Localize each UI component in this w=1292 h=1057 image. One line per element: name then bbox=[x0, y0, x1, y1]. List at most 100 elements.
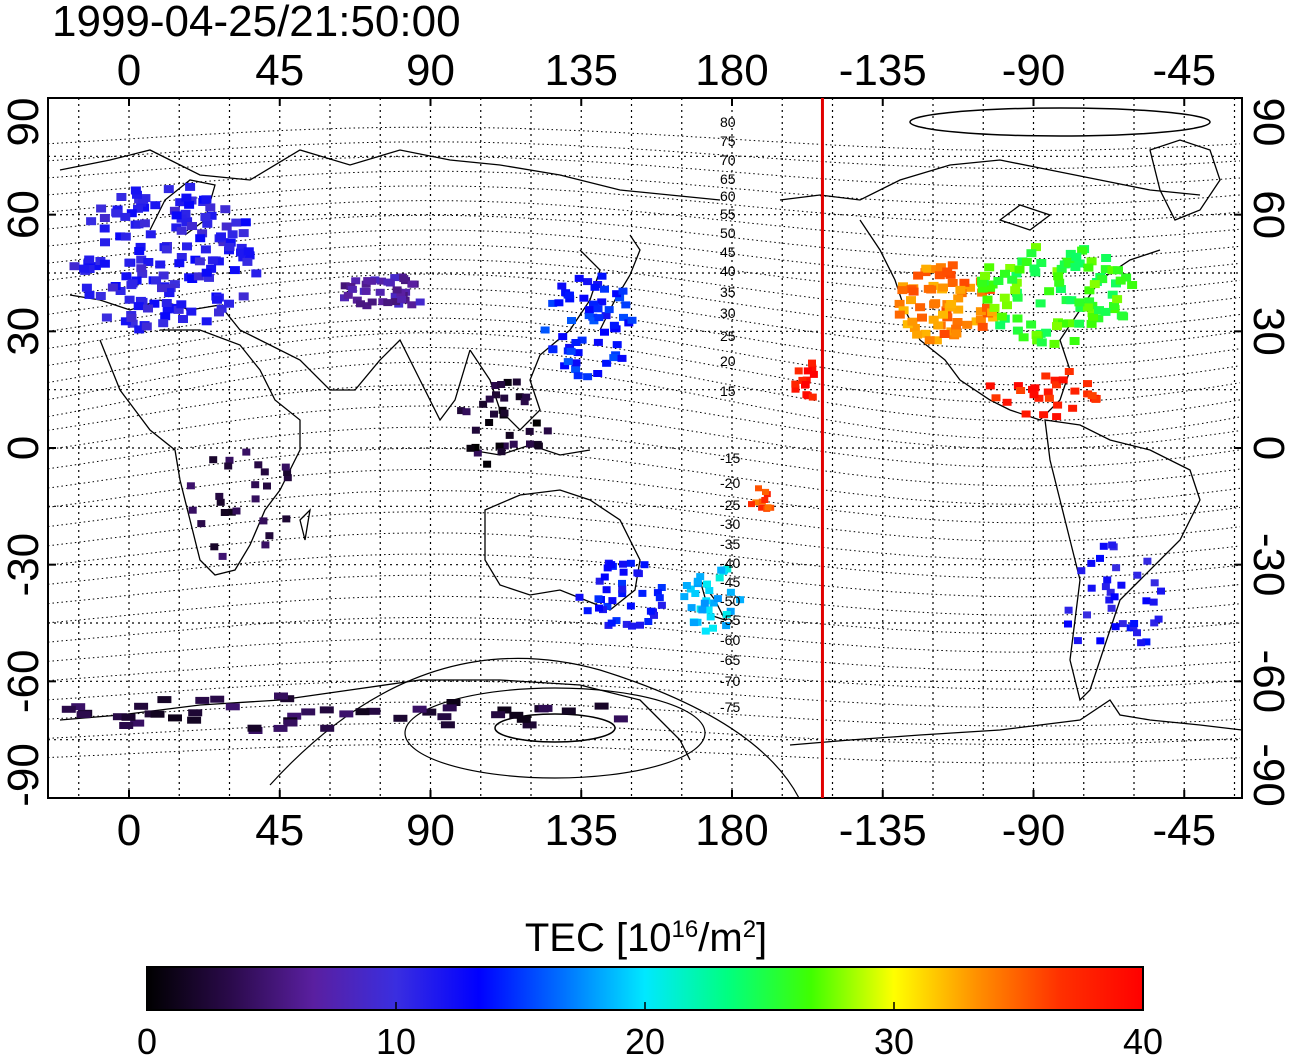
tec-patch-new-zealand bbox=[736, 596, 745, 604]
tec-patch-antarctica bbox=[301, 708, 316, 716]
tec-patch-europe bbox=[101, 313, 112, 322]
mlat-contour bbox=[48, 126, 1241, 151]
lon-label-bottom: 45 bbox=[255, 806, 304, 855]
tec-patch-australia-se bbox=[640, 561, 649, 569]
tec-patch-southeast-asia bbox=[520, 398, 529, 406]
tec-patch-north-america-east bbox=[1026, 320, 1037, 329]
tec-patch-north-america-west bbox=[898, 306, 909, 315]
tec-patch-east-asia-japan bbox=[554, 299, 564, 307]
tec-patch-north-america-east bbox=[1056, 264, 1067, 273]
tec-patch-central-asia bbox=[361, 280, 371, 288]
tec-patch-north-america-west bbox=[938, 283, 948, 292]
mlat-contour bbox=[48, 244, 1241, 296]
tec-patch-north-america-west bbox=[959, 278, 970, 287]
tec-patch-southeast-asia bbox=[471, 443, 480, 451]
coastline bbox=[484, 489, 641, 611]
tec-patch-europe bbox=[224, 242, 235, 251]
tec-patch-europe bbox=[120, 317, 131, 326]
tec-patch-europe bbox=[244, 251, 255, 260]
lon-label-bottom: 135 bbox=[545, 806, 618, 855]
tec-patch-africa bbox=[254, 461, 263, 469]
tec-patch-north-america-east bbox=[1049, 339, 1060, 348]
tec-patch-north-america-east bbox=[989, 303, 1000, 312]
tec-patch-caribbean bbox=[1029, 391, 1039, 399]
tec-patch-caribbean bbox=[1044, 394, 1054, 402]
tec-patch-north-america-east bbox=[1112, 295, 1123, 304]
tec-patch-europe bbox=[107, 283, 118, 292]
tec-patch-north-america-east bbox=[1031, 243, 1041, 252]
tec-patch-south-america-east bbox=[1064, 606, 1073, 614]
lat-label-right: 60 bbox=[1244, 190, 1292, 239]
tec-patch-caribbean bbox=[985, 382, 995, 390]
tec-patch-new-zealand bbox=[706, 613, 715, 621]
tec-patch-europe bbox=[205, 203, 216, 212]
lon-label-bottom: -90 bbox=[1002, 806, 1066, 855]
tec-patch-south-america-east bbox=[1106, 588, 1115, 596]
tec-patch-north-america-west bbox=[930, 299, 941, 308]
tec-patch-australia-se bbox=[583, 607, 592, 615]
tec-patch-europe bbox=[180, 209, 191, 218]
colorbar-tick-label: 0 bbox=[137, 1021, 157, 1057]
tec-patch-europe bbox=[96, 204, 107, 213]
tec-patch-north-america-east bbox=[1021, 258, 1032, 266]
tec-patch-southeast-asia bbox=[492, 391, 500, 399]
tec-patch-africa bbox=[282, 515, 291, 523]
lat-label-left: -30 bbox=[0, 533, 48, 597]
tec-patch-europe bbox=[127, 319, 138, 328]
tec-patch-southeast-asia bbox=[543, 427, 552, 435]
tec-patch-east-asia-japan bbox=[597, 272, 607, 280]
tec-patch-east-asia-japan bbox=[615, 294, 625, 302]
tec-patch-europe bbox=[251, 269, 262, 278]
tec-patch-north-america-west bbox=[977, 322, 988, 331]
tec-patch-east-asia-japan bbox=[600, 285, 609, 293]
tec-patch-north-america-east bbox=[1014, 265, 1025, 274]
tec-patch-east-asia-japan bbox=[557, 282, 567, 290]
tec-patch-south-america-east bbox=[1110, 593, 1119, 601]
tec-patch-africa bbox=[215, 492, 224, 500]
tec-patch-north-america-west bbox=[935, 263, 946, 272]
mlat-label: 55 bbox=[720, 206, 736, 222]
tec-patch-east-asia-japan bbox=[563, 358, 573, 366]
tec-patch-southeast-asia bbox=[490, 410, 498, 418]
tec-patch-new-zealand bbox=[722, 611, 731, 618]
tec-patch-europe bbox=[120, 232, 131, 241]
tec-patch-north-america-west bbox=[933, 321, 944, 330]
tec-patch-new-zealand bbox=[691, 590, 700, 597]
tec-patch-caribbean bbox=[1052, 413, 1062, 421]
tec-patch-europe bbox=[195, 234, 206, 243]
tec-patch-australia-se bbox=[628, 622, 636, 630]
tec-patch-north-america-east bbox=[1053, 272, 1064, 281]
tec-patch-europe bbox=[145, 230, 156, 239]
tec-patch-south-america-east bbox=[1157, 587, 1165, 595]
north-pole-contour bbox=[909, 107, 1211, 137]
tec-patch-east-asia-japan bbox=[612, 290, 622, 298]
tec-patch-north-america-west bbox=[987, 308, 998, 317]
tec-patch-europe bbox=[99, 214, 110, 222]
tec-patch-australia-se bbox=[657, 601, 666, 609]
tec-patch-central-asia bbox=[361, 287, 371, 295]
tec-patch-hawaii bbox=[798, 376, 807, 384]
tec-patch-europe bbox=[121, 272, 132, 281]
lon-label-top: -45 bbox=[1152, 46, 1216, 95]
tec-patch-southeast-asia bbox=[503, 378, 512, 386]
tec-patch-europe bbox=[139, 219, 150, 228]
tec-patch-europe bbox=[86, 217, 97, 226]
tec-patch-africa bbox=[251, 495, 260, 503]
tec-patch-new-zealand bbox=[704, 606, 713, 614]
tec-patch-south-pacific-islands bbox=[752, 499, 760, 506]
tec-patch-europe bbox=[197, 229, 208, 238]
tec-patch-caribbean bbox=[1053, 401, 1063, 409]
mlat-label: -70 bbox=[720, 673, 740, 689]
tec-patch-europe bbox=[200, 245, 211, 254]
tec-patch-europe bbox=[133, 204, 143, 213]
tec-patch-africa bbox=[263, 482, 271, 490]
mlat-contour bbox=[48, 743, 1241, 764]
tec-patch-europe bbox=[158, 271, 169, 280]
tec-patch-north-america-east bbox=[1118, 312, 1129, 321]
tec-patch-south-america-east bbox=[1087, 559, 1096, 567]
tec-patch-east-asia-japan bbox=[589, 317, 599, 325]
tec-patch-europe bbox=[99, 259, 110, 268]
lon-label-top: 0 bbox=[117, 46, 141, 95]
tec-patch-central-asia bbox=[391, 298, 401, 306]
mlat-contour bbox=[48, 156, 1241, 188]
